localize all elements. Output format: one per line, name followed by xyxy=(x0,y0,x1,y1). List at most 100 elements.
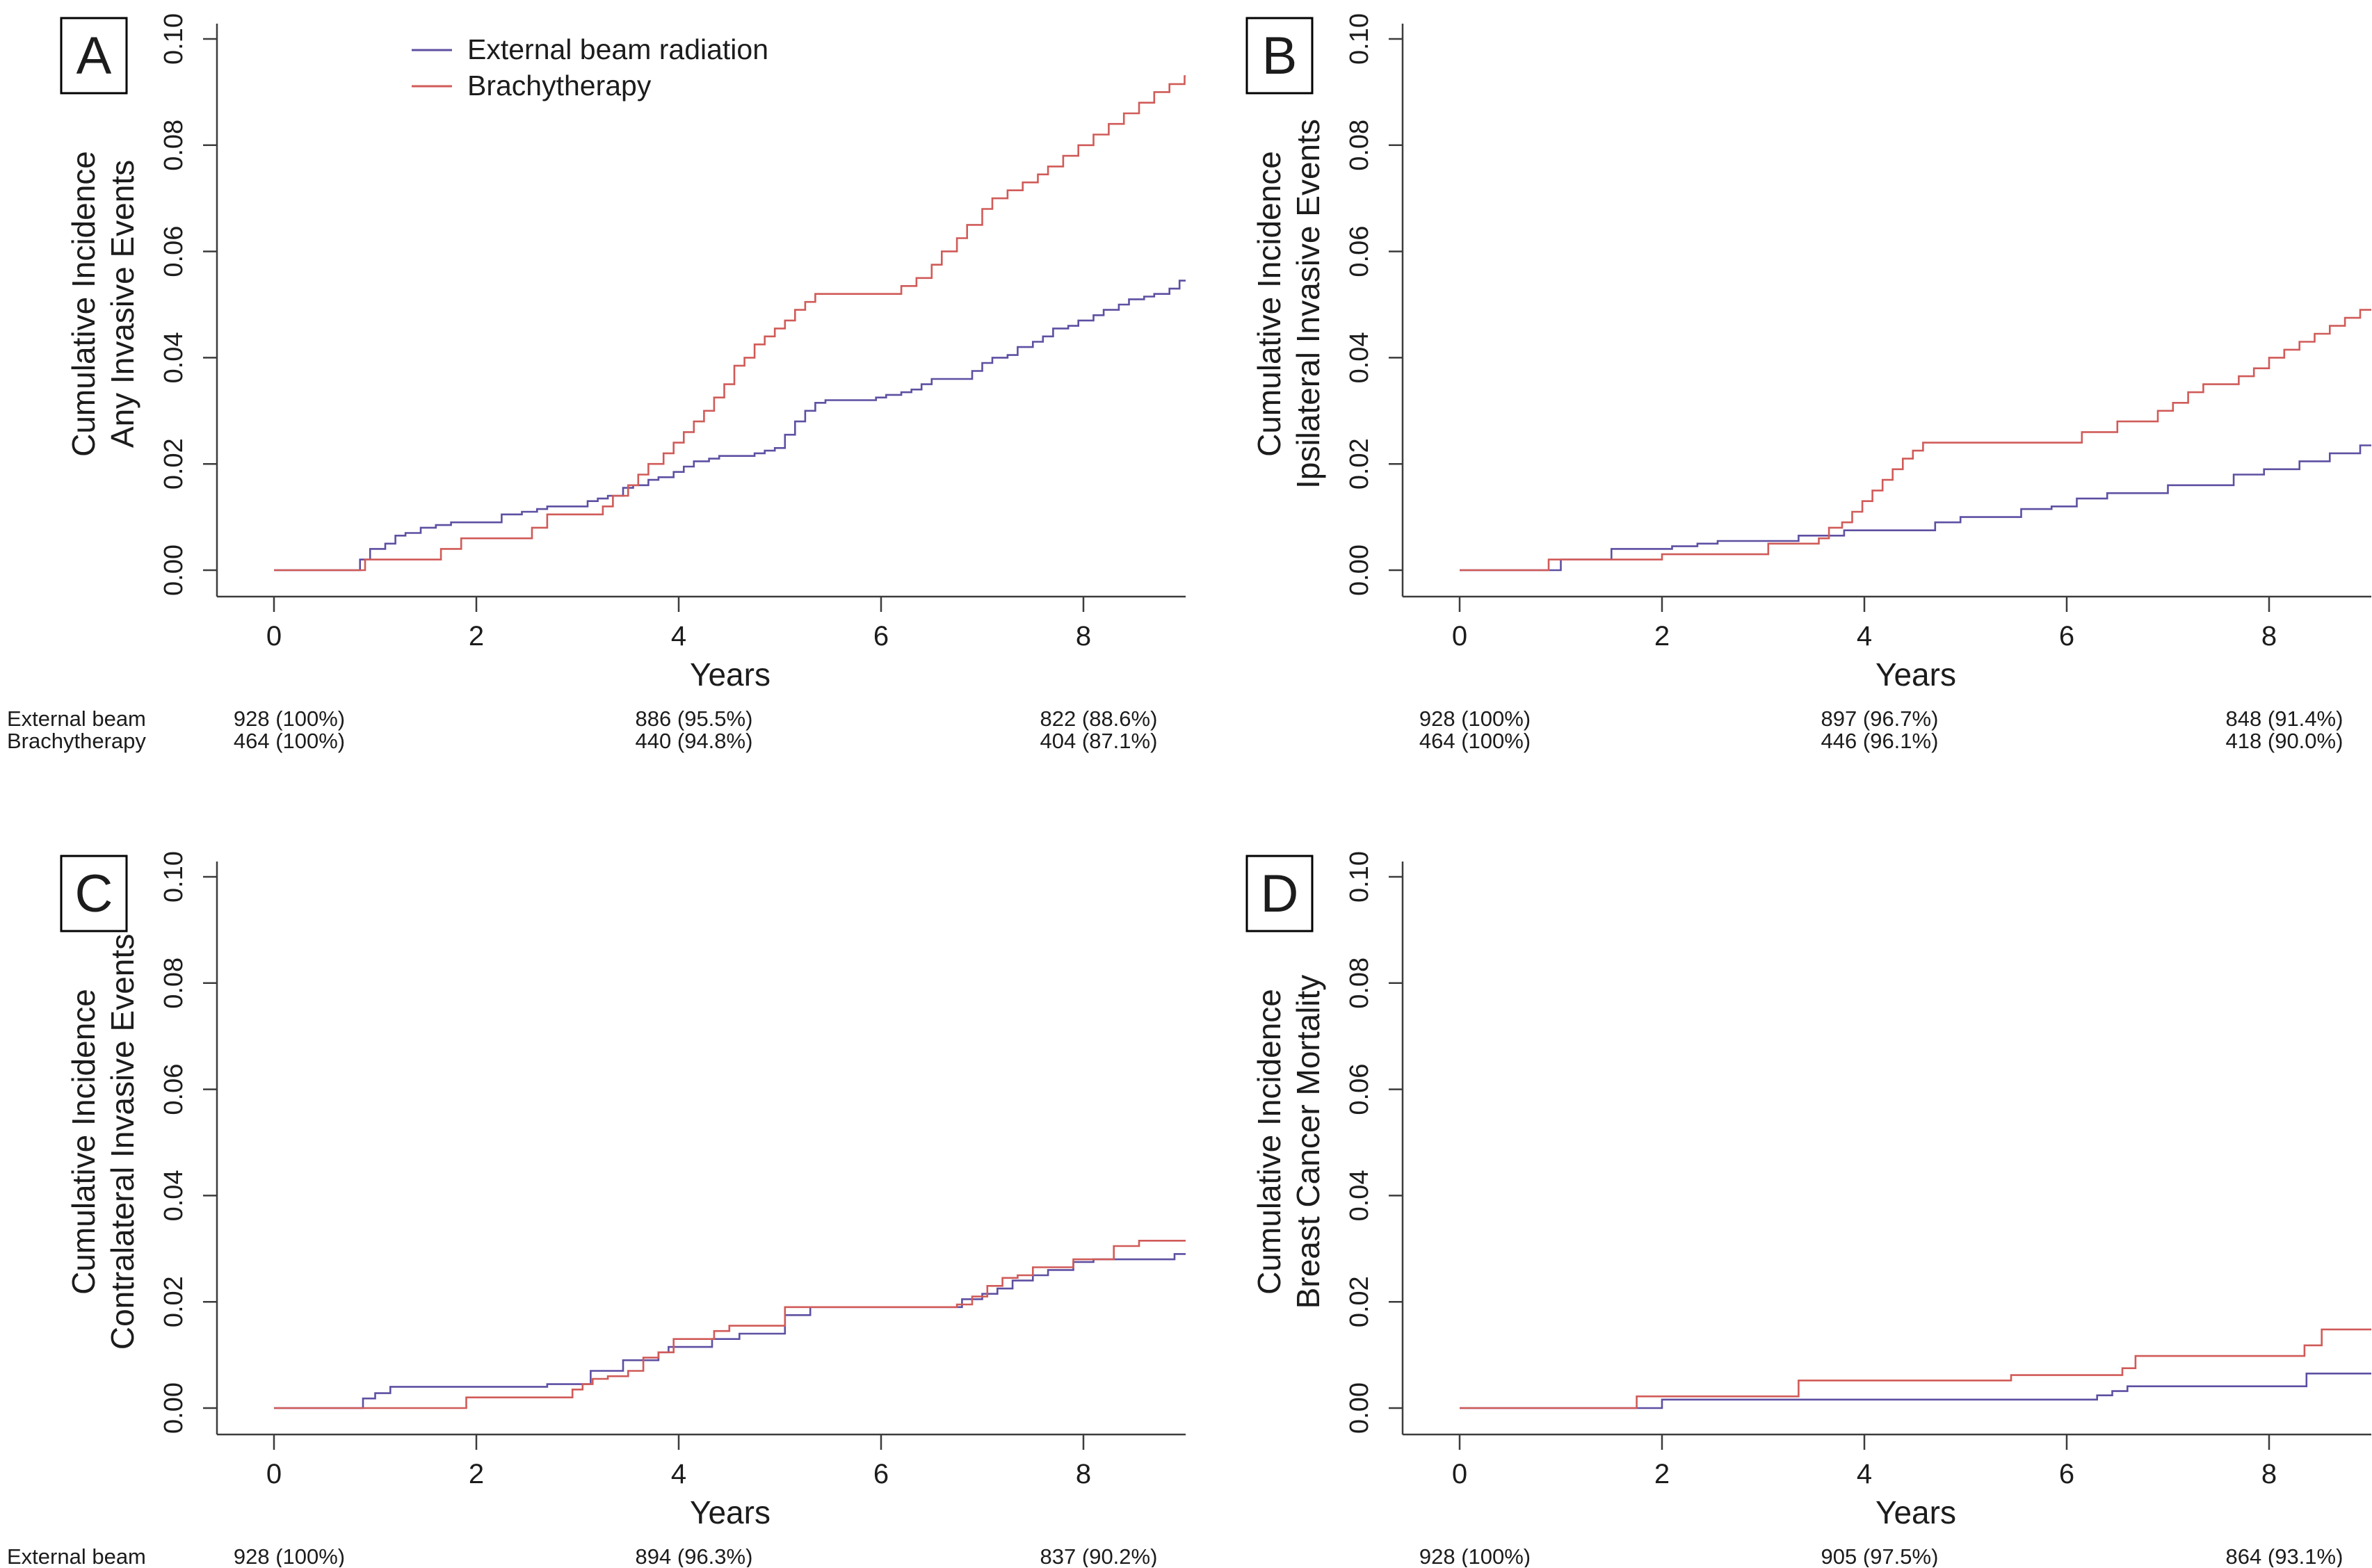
panel-label-box xyxy=(60,17,128,95)
y-tick-label: 0.10 xyxy=(159,851,188,903)
x-tick-label: 4 xyxy=(671,1459,686,1489)
x-tick-label: 8 xyxy=(2261,1459,2277,1489)
risk-count: 864 (93.1%) xyxy=(2226,1544,2343,1567)
y-axis-title-line1: Cumulative Incidence xyxy=(1251,989,1287,1295)
series-line-brachytherapy-A xyxy=(274,75,1186,572)
series-line-external_beam-D xyxy=(1460,1373,2371,1409)
y-axis-title-line2: Ipsilateral Invasive Events xyxy=(1290,119,1326,489)
panel-C: 0.00 0.02 0.04 0.06 0.08 0.10 0 2 4 6 8 Years Cumula… xyxy=(0,784,1186,1568)
y-tick-label: 0.02 xyxy=(159,1276,188,1327)
x-axis-title: Years xyxy=(1875,1494,1956,1530)
risk-count: 404 (87.1%) xyxy=(1040,729,1158,753)
y-axis-title-line2: Contralateral Invasive Events xyxy=(104,934,140,1350)
panel-label: A xyxy=(76,26,112,86)
series-line-brachytherapy-C xyxy=(274,1240,1186,1409)
risk-count: 440 (94.8%) xyxy=(636,729,753,753)
y-tick-label: 0.06 xyxy=(159,226,188,277)
y-tick-label: 0.10 xyxy=(1345,13,1374,65)
y-tick-label: 0.00 xyxy=(159,1382,188,1434)
y-tick-label: 0.00 xyxy=(159,544,188,596)
risk-row-label: External beam xyxy=(7,1544,146,1567)
risk-row-label: External beam xyxy=(7,706,146,731)
panel-A: 0.00 0.02 0.04 0.06 0.08 0.10 0 2 4 6 8 Years Cumula… xyxy=(0,0,1186,784)
risk-count: 886 (95.5%) xyxy=(636,706,753,731)
panel-label: D xyxy=(1261,864,1299,923)
x-tick-label: 0 xyxy=(1452,1459,1467,1489)
y-tick-label: 0.10 xyxy=(1345,851,1374,903)
y-tick-label: 0.08 xyxy=(1345,957,1374,1009)
x-tick-label: 8 xyxy=(2261,621,2277,652)
risk-count: 848 (91.4%) xyxy=(2226,706,2343,731)
panel-C-plot: 0.00 0.02 0.04 0.06 0.08 0.10 0 2 4 6 8 Years Cumula… xyxy=(7,851,1186,1567)
risk-count: 928 (100%) xyxy=(1419,706,1531,731)
x-tick-label: 2 xyxy=(1654,1459,1670,1489)
x-tick-label: 0 xyxy=(266,621,282,652)
x-axis-title: Years xyxy=(1875,656,1956,693)
y-axis-title-line1: Cumulative Incidence xyxy=(65,989,102,1295)
y-axis-title-line2: Any Invasive Events xyxy=(104,160,140,448)
x-tick-label: 2 xyxy=(469,1459,484,1489)
panel-A-plot: 0.00 0.02 0.04 0.06 0.08 0.10 0 2 4 6 8 Years Cumula… xyxy=(7,13,1186,753)
risk-row-label: Brachytherapy xyxy=(7,729,146,753)
series-line-external_beam-A xyxy=(274,280,1186,572)
y-tick-label: 0.04 xyxy=(1345,1170,1374,1221)
panel-label: B xyxy=(1262,26,1298,86)
x-tick-label: 2 xyxy=(469,621,484,652)
risk-count: 822 (88.6%) xyxy=(1040,706,1158,731)
series-line-brachytherapy-D xyxy=(1460,1328,2371,1409)
risk-count: 446 (96.1%) xyxy=(1821,729,1939,753)
panel-D: 0.00 0.02 0.04 0.06 0.08 0.10 0 2 4 6 8 Years Cumula… xyxy=(1186,784,2372,1568)
legend-label-brachytherapy: Brachytherapy xyxy=(467,70,652,102)
y-tick-label: 0.08 xyxy=(159,957,188,1009)
y-tick-label: 0.06 xyxy=(1345,226,1374,277)
risk-count: 894 (96.3%) xyxy=(636,1544,753,1567)
panel-B: 0.00 0.02 0.04 0.06 0.08 0.10 0 2 4 6 8 Years Cumula… xyxy=(1186,0,2372,784)
risk-count: 464 (100%) xyxy=(234,729,345,753)
y-tick-label: 0.02 xyxy=(1345,438,1374,490)
series-line-external_beam-B xyxy=(1460,444,2371,572)
panel-label-box xyxy=(60,855,128,932)
x-tick-label: 2 xyxy=(1654,621,1670,652)
x-tick-label: 6 xyxy=(873,621,889,652)
y-tick-label: 0.02 xyxy=(159,438,188,490)
panel-D-plot: 0.00 0.02 0.04 0.06 0.08 0.10 0 2 4 6 8 Years Cumula… xyxy=(1245,851,2371,1567)
y-tick-label: 0.04 xyxy=(159,332,188,383)
y-tick-label: 0.02 xyxy=(1345,1276,1374,1327)
y-tick-label: 0.00 xyxy=(1345,544,1374,596)
x-tick-label: 0 xyxy=(1452,621,1467,652)
risk-count: 837 (90.2%) xyxy=(1040,1544,1158,1567)
y-axis-title-line1: Cumulative Incidence xyxy=(1251,151,1287,457)
risk-count: 928 (100%) xyxy=(234,706,345,731)
panel-B-plot: 0.00 0.02 0.04 0.06 0.08 0.10 0 2 4 6 8 Years Cumula… xyxy=(1245,13,2371,753)
risk-count: 905 (97.5%) xyxy=(1821,1544,1939,1567)
risk-count: 928 (100%) xyxy=(234,1544,345,1567)
x-tick-label: 6 xyxy=(873,1459,889,1489)
y-tick-label: 0.04 xyxy=(1345,332,1374,383)
x-tick-label: 4 xyxy=(671,621,686,652)
legend-label-external_beam: External beam radiation xyxy=(467,33,768,65)
x-tick-label: 8 xyxy=(1076,1459,1091,1489)
x-tick-label: 0 xyxy=(266,1459,282,1489)
x-tick-label: 4 xyxy=(1857,621,1872,652)
y-tick-label: 0.06 xyxy=(159,1064,188,1115)
y-tick-label: 0.08 xyxy=(159,120,188,171)
x-tick-label: 8 xyxy=(1076,621,1091,652)
y-axis-title-line1: Cumulative Incidence xyxy=(65,151,102,457)
risk-count: 464 (100%) xyxy=(1419,729,1531,753)
panel-label: C xyxy=(75,864,113,923)
y-tick-label: 0.06 xyxy=(1345,1064,1374,1115)
series-line-brachytherapy-B xyxy=(1460,309,2371,572)
panel-label-box xyxy=(1245,855,1314,932)
risk-count: 418 (90.0%) xyxy=(2226,729,2343,753)
y-tick-label: 0.04 xyxy=(159,1170,188,1221)
x-tick-label: 6 xyxy=(2059,1459,2074,1489)
x-axis-title: Years xyxy=(690,1494,771,1530)
y-axis-title-line2: Breast Cancer Mortality xyxy=(1290,975,1326,1309)
y-tick-label: 0.08 xyxy=(1345,120,1374,171)
risk-count: 928 (100%) xyxy=(1419,1544,1531,1567)
y-tick-label: 0.00 xyxy=(1345,1382,1374,1434)
x-axis-title: Years xyxy=(690,656,771,693)
x-tick-label: 4 xyxy=(1857,1459,1872,1489)
risk-count: 897 (96.7%) xyxy=(1821,706,1939,731)
